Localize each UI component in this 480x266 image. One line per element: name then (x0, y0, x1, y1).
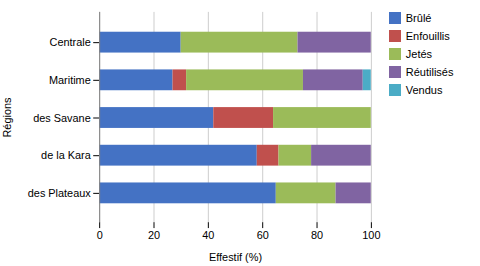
svg-text:Centrale: Centrale (50, 36, 91, 48)
svg-text:80: 80 (311, 229, 323, 241)
html-text:Jetés: Jetés (405, 48, 433, 60)
svg-text:Effestif (%): Effestif (%) (209, 251, 262, 263)
svg-text:40: 40 (202, 229, 214, 241)
svg-text:0: 0 (97, 229, 103, 241)
svg-text:20: 20 (148, 229, 160, 241)
svg-text:100: 100 (362, 229, 380, 241)
html-text:Brûlé: Brûlé (405, 12, 432, 24)
svg-text:60: 60 (257, 229, 269, 241)
svg-text:Maritime: Maritime (49, 74, 91, 86)
svg-text:Régions: Régions (1, 97, 13, 138)
html-text:Vendus: Vendus (405, 84, 443, 96)
svg-text:des Savane: des Savane (33, 111, 91, 123)
html-text:Enfouillis: Enfouillis (405, 30, 450, 42)
svg-text:des Plateaux: des Plateaux (28, 187, 92, 199)
svg-text:de la Kara: de la Kara (41, 149, 92, 161)
html-text:Réutilisés: Réutilisés (405, 66, 454, 78)
